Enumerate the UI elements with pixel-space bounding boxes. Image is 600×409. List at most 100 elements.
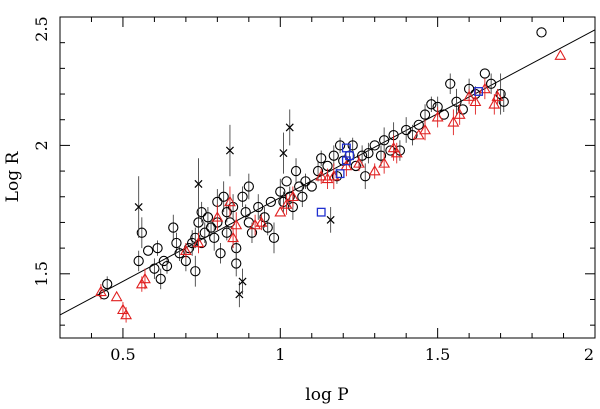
data-point-circle — [316, 153, 327, 164]
data-point-triangle — [463, 90, 476, 101]
data-point-triangle — [447, 116, 460, 127]
data-point-circle — [205, 222, 217, 233]
data-point-triangle — [94, 285, 107, 297]
series-squares — [316, 87, 484, 217]
plot-frame — [59, 16, 596, 339]
data-point-circle — [161, 260, 173, 272]
data-point-circle — [196, 237, 207, 249]
data-point-triangle — [223, 195, 236, 207]
data-point-circle — [350, 160, 361, 172]
data-point-circle — [221, 207, 232, 218]
data-point-triangle — [378, 157, 391, 168]
data-point-triangle — [120, 308, 133, 320]
data-point-circle — [328, 150, 339, 161]
data-point-triangle — [453, 108, 466, 119]
data-point-circle — [171, 237, 182, 249]
data-point-circle — [498, 96, 509, 107]
data-point-circle — [290, 165, 302, 177]
data-point-cross — [238, 277, 247, 286]
data-point-triangle — [488, 98, 501, 109]
data-point-circle — [155, 273, 166, 285]
data-point-triangle — [192, 236, 205, 248]
data-point-cross — [235, 290, 244, 299]
data-point-circle — [149, 263, 160, 274]
data-point-triangle — [227, 231, 240, 243]
data-point-circle — [218, 191, 229, 202]
data-point-circle — [347, 140, 358, 151]
data-point-circle — [202, 212, 214, 223]
data-point-square — [474, 87, 484, 96]
data-point-square — [335, 169, 345, 179]
data-point-circle — [199, 227, 210, 238]
data-point-triangle — [353, 157, 365, 168]
data-point-circle — [284, 191, 295, 202]
data-point-circle — [221, 227, 232, 238]
series-triangles — [94, 49, 567, 323]
data-point-circle — [193, 217, 204, 228]
data-point-triangle — [340, 159, 353, 171]
data-point-triangle — [469, 95, 482, 107]
data-point-circle — [294, 181, 305, 192]
data-point-circle — [334, 140, 346, 151]
data-point-circle — [485, 78, 497, 89]
data-point-circle — [168, 222, 179, 233]
data-point-triangle — [179, 244, 192, 255]
data-point-circle — [297, 191, 308, 202]
data-point-circle — [174, 248, 185, 259]
y-tick-label: 2.5 — [32, 16, 51, 41]
y-tick-label: 1.5 — [32, 261, 51, 286]
data-point-triangle — [135, 277, 148, 289]
data-point-circle — [196, 207, 207, 218]
data-point-circle — [378, 135, 390, 146]
data-point-circle — [375, 150, 387, 161]
data-point-circle — [479, 68, 491, 79]
data-point-triangle — [387, 141, 400, 153]
data-point-triangle — [315, 170, 328, 181]
data-point-cross — [225, 146, 234, 155]
data-point-circle — [445, 78, 456, 89]
data-point-circle — [231, 258, 242, 269]
data-point-circle — [268, 232, 280, 243]
data-point-circle — [426, 99, 437, 110]
data-point-square — [316, 207, 326, 217]
x-tick-label: 1.5 — [425, 345, 450, 364]
data-point-circle — [300, 176, 311, 187]
data-point-circle — [190, 266, 201, 277]
data-point-cross — [285, 123, 294, 132]
data-point-circle — [262, 222, 273, 233]
data-point-cross — [134, 203, 143, 212]
data-point-circle — [253, 201, 264, 213]
data-point-triangle — [255, 216, 268, 227]
data-point-circle — [142, 245, 154, 256]
data-point-circle — [240, 207, 251, 218]
data-point-circle — [265, 196, 277, 208]
data-point-circle — [98, 289, 110, 300]
data-point-circle — [419, 109, 431, 120]
data-point-circle — [215, 248, 226, 259]
data-point-circle — [331, 171, 343, 182]
data-point-square — [345, 151, 354, 161]
data-point-triangle — [211, 211, 224, 222]
data-point-circle — [369, 140, 380, 151]
tick-layer: 0.5 1 1.5 2 1.5 2 2.5 — [32, 16, 596, 364]
data-point-circle — [209, 232, 220, 243]
data-point-triangle — [116, 303, 129, 315]
data-point-circle — [360, 171, 371, 182]
data-point-triangle — [286, 190, 299, 202]
data-point-circle — [243, 181, 254, 192]
data-point-circle — [275, 186, 286, 197]
data-point-triangle — [431, 111, 444, 122]
data-point-cross — [194, 179, 203, 188]
x-axis-label: log P — [305, 385, 348, 405]
data-point-circle — [281, 176, 292, 187]
data-point-circle — [363, 147, 374, 159]
data-point-circle — [237, 191, 248, 202]
y-tick-label: 2 — [32, 140, 51, 150]
data-point-cross — [326, 215, 335, 224]
x-tick-label: 0.5 — [110, 345, 135, 364]
data-point-circle — [401, 124, 412, 136]
data-point-triangle — [390, 146, 403, 158]
x-tick-label: 2 — [584, 345, 594, 364]
data-point-circle — [246, 227, 258, 238]
